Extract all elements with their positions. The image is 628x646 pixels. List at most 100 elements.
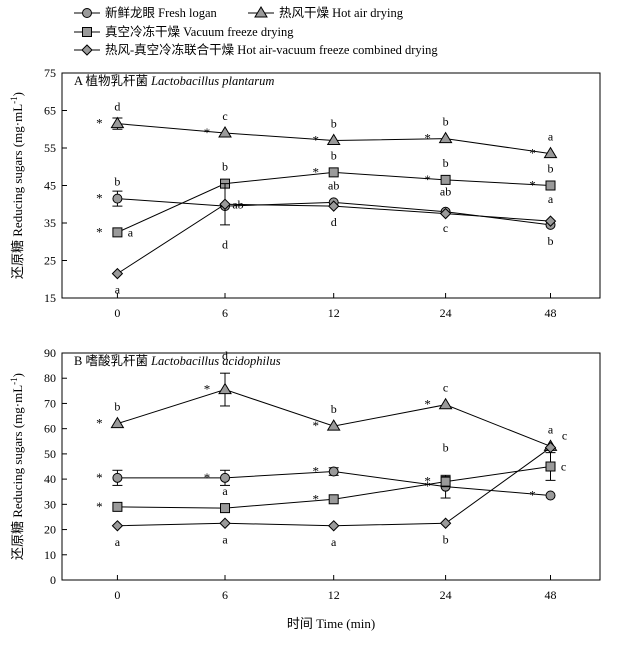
- significance-star: *: [96, 470, 103, 485]
- panel-a: 15 25 35 45 55 65 75 0 6 12 24 48 A 植物乳杆菌 Lactobacil…: [9, 66, 601, 320]
- significance-letter: b: [548, 234, 554, 248]
- significance-letter: d: [222, 237, 228, 251]
- legend-marker-circle: [82, 8, 92, 18]
- series-line-diamond: [117, 447, 551, 527]
- significance-star: *: [312, 464, 319, 479]
- legend-marker-square: [82, 27, 92, 37]
- data-point-circle: [220, 472, 231, 483]
- significance-letter: b: [331, 117, 337, 131]
- x-tick-label: 12: [328, 306, 340, 320]
- y-tick-label: 45: [44, 179, 56, 193]
- significance-star: *: [204, 470, 211, 485]
- y-axis-label-part: -1: [9, 377, 19, 385]
- data-point-square: [545, 461, 556, 472]
- significance-star: *: [529, 146, 536, 161]
- legend-label-circle: 新鲜龙眼 Fresh logan: [105, 5, 218, 20]
- y-tick-label: 15: [44, 291, 56, 305]
- y-tick-label: 60: [44, 422, 56, 436]
- panel-title: A 植物乳杆菌 Lactobacillus plantarum: [74, 73, 274, 88]
- x-tick-label: 0: [114, 588, 120, 602]
- data-point-triangle: [218, 126, 232, 138]
- data-point-diamond: [111, 520, 124, 532]
- y-tick-label: 55: [44, 141, 56, 155]
- significance-letter: ab: [232, 197, 243, 211]
- significance-letter: a: [222, 484, 228, 498]
- panel-title-cn: B 嗜酸乳杆菌: [74, 353, 151, 368]
- significance-letter: b: [443, 115, 449, 129]
- x-tick-label: 24: [440, 306, 452, 320]
- data-point-triangle: [543, 146, 558, 159]
- data-point-triangle: [438, 131, 453, 144]
- data-point-triangle: [326, 133, 341, 145]
- series-triangle: * * * * * d c b b a: [96, 100, 558, 161]
- data-point-circle: [328, 466, 339, 477]
- legend-marker-diamond: [81, 44, 93, 56]
- significance-star: *: [96, 224, 103, 239]
- data-point-diamond: [439, 517, 452, 529]
- significance-star: *: [96, 499, 103, 514]
- significance-letter: b: [331, 402, 337, 416]
- significance-letter: a: [548, 422, 554, 436]
- significance-letter: ab: [328, 178, 339, 192]
- y-axis-label-part: ): [10, 92, 25, 96]
- panel-title: B 嗜酸乳杆菌 Lactobacillus acidophilus: [74, 353, 281, 368]
- significance-star: *: [204, 125, 211, 140]
- significance-star: *: [424, 131, 431, 146]
- significance-star: *: [96, 116, 103, 131]
- legend-label-diamond: 热风-真空冷冻联合干燥 Hot air-vacuum freeze combin…: [105, 42, 438, 57]
- y-tick-label: 25: [44, 254, 56, 268]
- significance-letter: a: [222, 532, 228, 546]
- significance-letter: b: [548, 162, 554, 176]
- x-tick-label: 12: [328, 588, 340, 602]
- data-point-square: [220, 503, 231, 514]
- series-circle: * * * * *: [96, 464, 556, 503]
- y-axis-label: 还原糖 Reducing sugars (mg·mL-1): [9, 373, 25, 560]
- significance-letter: d: [114, 100, 120, 114]
- panel-title-latin: Lactobacillus plantarum: [150, 74, 274, 88]
- significance-letter: b: [443, 156, 449, 170]
- x-tick-label: 6: [222, 588, 228, 602]
- data-point-diamond: [544, 441, 557, 454]
- significance-star: *: [424, 479, 431, 494]
- x-tick-label: 0: [114, 306, 120, 320]
- x-tick-label: 24: [440, 588, 452, 602]
- significance-star: *: [312, 418, 319, 433]
- y-tick-label: 0: [50, 573, 56, 587]
- series-square: ***abc: [96, 441, 566, 514]
- y-axis-label-part: 还原糖 Reducing sugars (mg·mL: [10, 385, 25, 560]
- significance-letter: a: [331, 535, 337, 549]
- y-tick-label: 30: [44, 497, 56, 511]
- series-line-triangle: [117, 389, 551, 447]
- data-point-circle: [112, 193, 123, 204]
- significance-letter: a: [115, 283, 121, 297]
- data-point-square: [328, 167, 339, 178]
- significance-letter: b: [443, 532, 449, 546]
- x-tick-label: 48: [545, 306, 557, 320]
- y-tick-label: 80: [44, 371, 56, 385]
- data-point-square: [440, 476, 451, 487]
- significance-star: *: [204, 382, 211, 397]
- significance-star: *: [312, 491, 319, 506]
- y-axis-label-part: ): [10, 373, 25, 377]
- y-tick-label: 20: [44, 523, 56, 537]
- data-point-square: [545, 180, 556, 191]
- y-tick-label: 90: [44, 346, 56, 360]
- significance-star: *: [96, 416, 103, 431]
- legend-label-triangle: 热风干燥 Hot air drying: [279, 6, 404, 20]
- significance-letter: c: [443, 381, 448, 395]
- data-point-diamond: [219, 198, 231, 210]
- significance-letter: d: [331, 215, 337, 229]
- data-point-diamond: [111, 267, 124, 280]
- significance-star: *: [312, 164, 319, 179]
- significance-star: *: [424, 397, 431, 412]
- significance-letter: b: [114, 400, 120, 414]
- significance-letter: b: [114, 175, 120, 189]
- y-tick-label: 75: [44, 66, 56, 80]
- significance-letter: c: [222, 109, 227, 123]
- panel-title-cn: A 植物乳杆菌: [74, 73, 151, 88]
- significance-letter: a: [115, 535, 121, 549]
- series-diamond: a a a b c: [111, 429, 567, 549]
